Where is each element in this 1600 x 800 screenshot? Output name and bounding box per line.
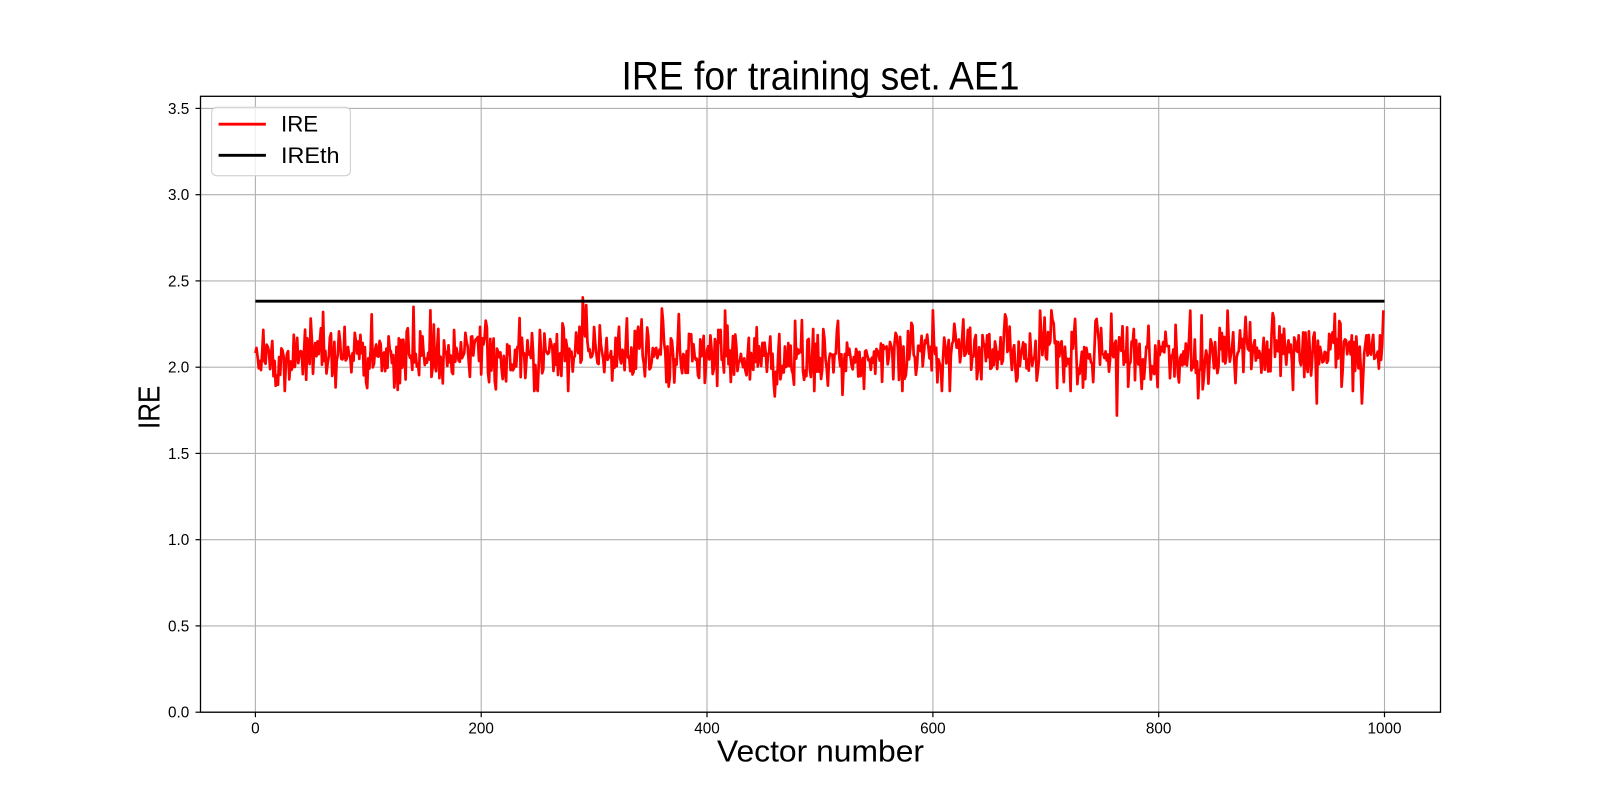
svg-text:600: 600 (920, 720, 946, 737)
svg-text:0.5: 0.5 (168, 618, 189, 635)
svg-text:IRE: IRE (281, 112, 318, 137)
svg-text:2.5: 2.5 (168, 273, 189, 290)
svg-text:3.0: 3.0 (168, 187, 189, 204)
svg-text:0.0: 0.0 (168, 705, 189, 722)
svg-text:3.5: 3.5 (168, 101, 189, 118)
svg-text:1000: 1000 (1367, 720, 1401, 737)
svg-text:IREth: IREth (281, 143, 340, 168)
svg-text:200: 200 (468, 720, 494, 737)
svg-text:2.0: 2.0 (168, 360, 189, 377)
svg-text:400: 400 (694, 720, 720, 737)
svg-text:IRE for training set. AE1: IRE for training set. AE1 (622, 55, 1020, 99)
svg-text:1.5: 1.5 (168, 446, 189, 463)
svg-text:IRE: IRE (133, 386, 167, 430)
svg-text:Vector number: Vector number (717, 735, 924, 769)
svg-text:1.0: 1.0 (168, 532, 189, 549)
svg-text:800: 800 (1146, 720, 1172, 737)
svg-text:0: 0 (251, 720, 260, 737)
